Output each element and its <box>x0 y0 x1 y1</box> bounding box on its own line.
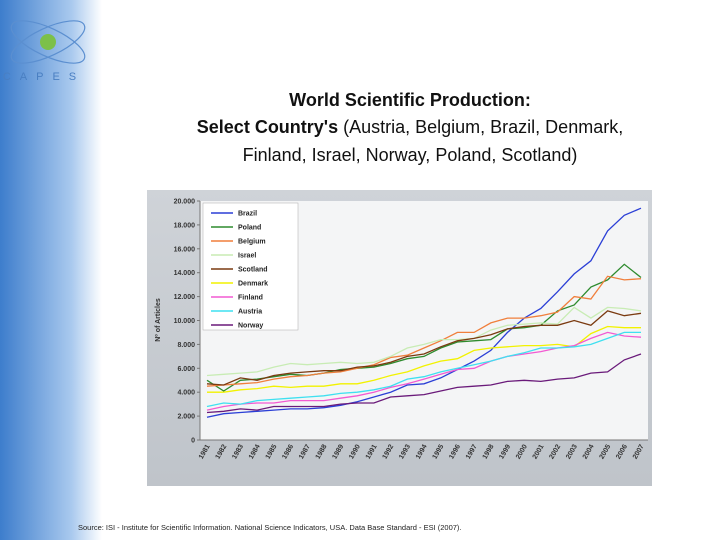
legend-box <box>202 202 299 331</box>
title-line: World Scientific Production: <box>289 90 531 110</box>
series-line <box>206 331 641 408</box>
series-line <box>206 353 642 414</box>
side-band <box>0 0 102 540</box>
logo-text: CAPES <box>3 71 85 83</box>
series-line <box>206 263 642 392</box>
y-tick-label: 10.000 <box>174 318 196 325</box>
series-line <box>206 331 642 411</box>
legend-label: Brazil <box>238 211 257 218</box>
y-tick-label: 16.000 <box>174 246 196 253</box>
series-line <box>206 310 642 386</box>
series-line <box>206 275 642 387</box>
legend-label: Norway <box>238 323 263 330</box>
legend-label: Israel <box>238 253 256 260</box>
logo <box>10 20 86 64</box>
series-line <box>206 306 642 377</box>
series-line <box>206 207 642 418</box>
legend-label: Finland <box>238 295 263 302</box>
legend-label: Scotland <box>238 267 268 274</box>
legend-label: Denmark <box>238 281 268 288</box>
y-tick-label: 0 <box>191 438 195 445</box>
y-tick-label: 6.000 <box>177 366 195 373</box>
title-rest: (Austria, Belgium, Brazil, Denmark, <box>343 117 623 137</box>
legend-label: Austria <box>238 309 262 316</box>
y-tick-label: 18.000 <box>174 222 196 229</box>
y-tick-label: 4.000 <box>177 390 195 397</box>
y-tick-label: 12.000 <box>174 294 196 301</box>
legend-label: Belgium <box>238 239 266 246</box>
y-tick-label: 14.000 <box>174 270 196 277</box>
y-tick-label: 2.000 <box>177 414 195 421</box>
source-note: Source: ISI - Institute for Scientific I… <box>78 523 462 532</box>
y-tick-label: 20.000 <box>174 199 196 206</box>
legend-label: Poland <box>238 225 261 232</box>
y-tick-label: 8.000 <box>177 342 195 349</box>
title-bold: Select Country's <box>197 117 338 137</box>
title-line: Select Country's (Austria, Belgium, Braz… <box>197 117 623 137</box>
title-line: Finland, Israel, Norway, Poland, Scotlan… <box>243 145 578 165</box>
y-axis-label: Nº of Articles <box>155 298 162 342</box>
